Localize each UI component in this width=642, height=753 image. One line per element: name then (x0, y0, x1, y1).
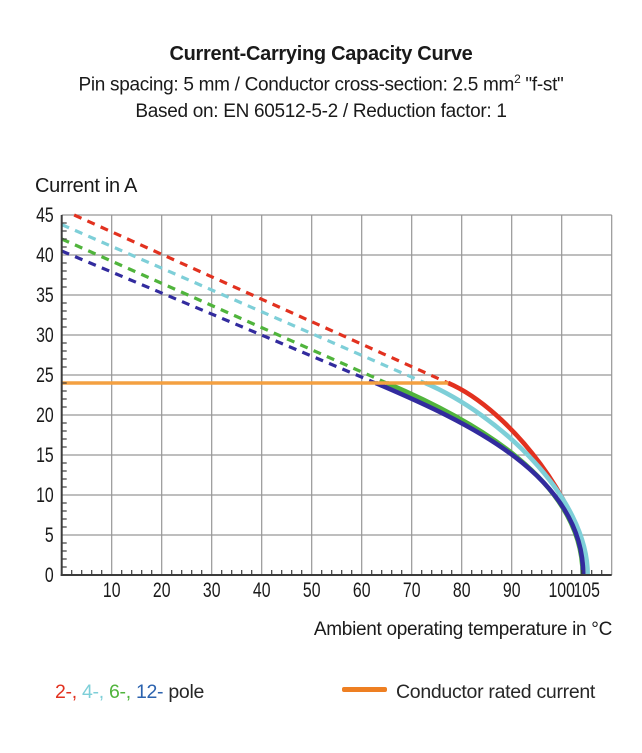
series-solid-2-pole (447, 380, 589, 576)
series-dashed-2-pole (73, 213, 449, 385)
y-tick-label: 30 (36, 324, 54, 347)
series-dashed-6-pole (61, 237, 388, 385)
x-tick-label: 100 (549, 579, 575, 602)
y-tick-label: 0 (45, 564, 54, 587)
legend-pole-2-pole: 2-, (55, 681, 82, 703)
legend-pole-4-pole: 4-, (81, 681, 109, 703)
series-dashed-4-pole (61, 223, 426, 385)
y-tick-label: 35 (36, 284, 54, 307)
x-tick-label: 60 (353, 579, 371, 602)
x-tick-label: 50 (303, 579, 321, 602)
y-tick-label: 20 (36, 404, 54, 427)
x-tick-label: 70 (403, 579, 421, 602)
x-tick-label: 10 (103, 579, 121, 602)
chart-basis-note: Based on: EN 60512-5-2 / Reduction facto… (135, 101, 507, 122)
x-tick-label: 90 (503, 579, 521, 602)
x-tick-label: 40 (253, 579, 271, 602)
y-tick-label: 40 (36, 244, 54, 267)
chart-title: Current-Carrying Capacity Curve (169, 43, 473, 65)
legend-pole-6-pole: 6-, (108, 681, 136, 703)
y-tick-label: 15 (36, 444, 54, 467)
rated-current-legend-label: Conductor rated current (396, 681, 596, 703)
legend-pole-suffix: pole (163, 681, 205, 703)
chart-subtitle: Pin spacing: 5 mm / Conductor cross-sect… (0, 72, 642, 96)
y-tick-label: 10 (36, 484, 54, 507)
x-tick-label: 20 (153, 579, 171, 602)
y-axis-title: Current in A (35, 175, 138, 197)
subtitle-superscript: 2 (514, 72, 521, 86)
x-tick-label: 30 (203, 579, 221, 602)
rated-current-legend-swatch (342, 687, 387, 692)
series-dashed-12-pole (61, 249, 377, 385)
poles-legend: 2-, 4-, 6-, 12- pole (55, 681, 204, 704)
legend-pole-12-pole: 12- (135, 681, 164, 703)
y-tick-label: 25 (36, 364, 54, 387)
x-tick-label: 105 (574, 579, 600, 602)
subtitle-text: Pin spacing: 5 mm / Conductor cross-sect… (78, 74, 515, 96)
y-tick-label: 5 (45, 524, 54, 547)
x-axis-title: Ambient operating temperature in °C (313, 619, 612, 640)
x-tick-label: 80 (453, 579, 471, 602)
y-tick-label: 45 (36, 204, 54, 227)
series-solid-4-pole (424, 380, 590, 576)
series-solid-12-pole (374, 380, 586, 576)
subtitle-suffix: "f-st" (520, 74, 564, 96)
